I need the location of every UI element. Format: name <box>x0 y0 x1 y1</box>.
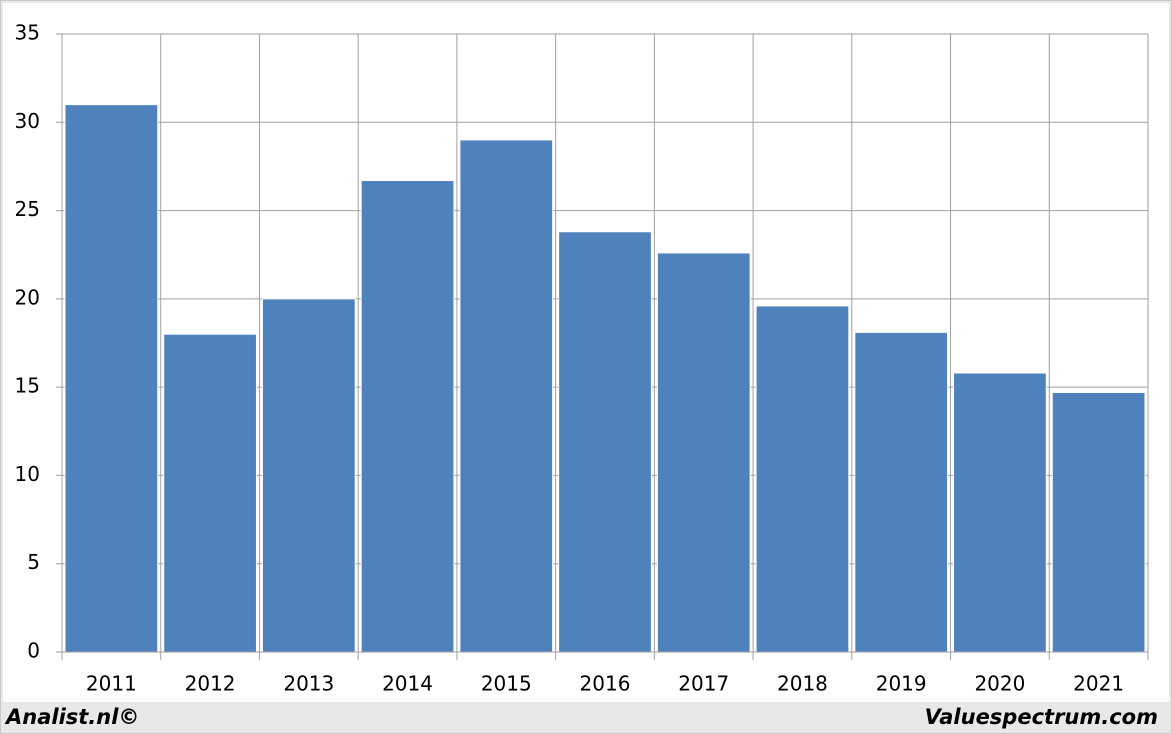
x-tick-label: 2012 <box>185 672 236 696</box>
x-tick-label: 2016 <box>580 672 631 696</box>
x-tick-label: 2017 <box>678 672 729 696</box>
x-tick-label: 2011 <box>86 672 137 696</box>
x-tick-label: 2015 <box>481 672 532 696</box>
y-tick-label: 30 <box>15 109 40 133</box>
x-tick-label: 2019 <box>876 672 927 696</box>
y-tick-label: 35 <box>15 21 40 45</box>
bar <box>64 104 159 653</box>
x-tick-label: 2014 <box>382 672 433 696</box>
bar <box>261 298 356 653</box>
footer-right: Valuespectrum.com <box>925 705 1158 729</box>
x-tick-label: 2020 <box>974 672 1025 696</box>
footer-left: Analist.nl© <box>4 705 139 729</box>
bar <box>558 231 652 653</box>
y-tick-label: 5 <box>27 550 40 574</box>
bar <box>360 180 455 653</box>
y-tick-label: 10 <box>15 462 40 486</box>
x-tick-label: 2018 <box>777 672 828 696</box>
y-tick-label: 0 <box>27 639 40 663</box>
y-tick-label: 25 <box>15 197 40 221</box>
bar <box>1051 391 1146 653</box>
bar <box>953 372 1047 653</box>
y-tick-label: 15 <box>15 374 40 398</box>
bar <box>755 305 850 653</box>
bar <box>163 333 257 653</box>
y-tick-label: 20 <box>15 285 40 309</box>
bar <box>656 252 751 653</box>
bar <box>854 331 949 653</box>
bar <box>459 139 554 653</box>
x-tick-label: 2021 <box>1073 672 1124 696</box>
x-tick-label: 2013 <box>283 672 334 696</box>
